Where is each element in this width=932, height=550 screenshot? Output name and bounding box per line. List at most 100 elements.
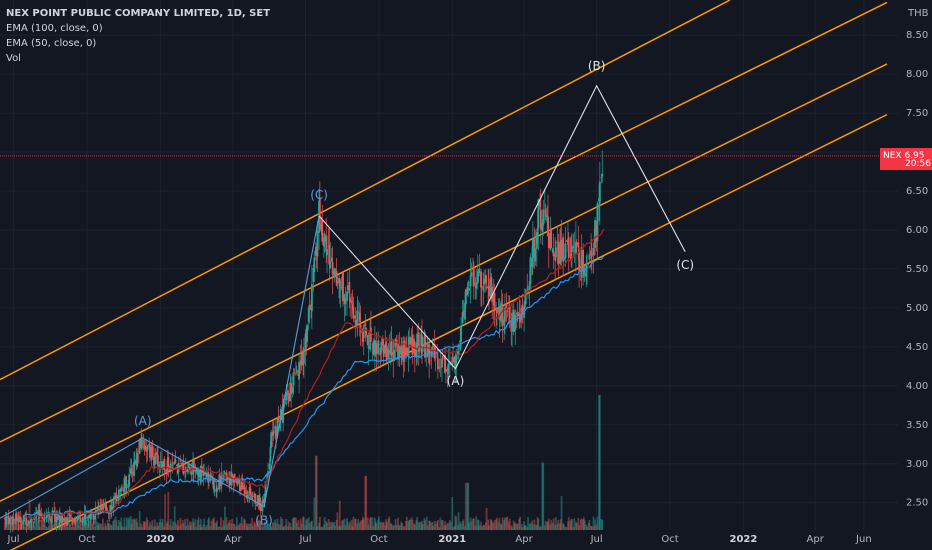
- badge-price: 6.95: [904, 150, 925, 161]
- candle-body: [449, 364, 452, 366]
- volume-bar: [91, 524, 94, 530]
- volume-bar: [385, 519, 387, 530]
- volume-bar: [125, 526, 127, 530]
- candle-body: [523, 306, 525, 318]
- volume-bar: [520, 524, 523, 530]
- volume-bar: [194, 519, 197, 530]
- volume-bar: [364, 476, 367, 530]
- symbol-title[interactable]: NEX POINT PUBLIC COMPANY LIMITED, 1D, SE…: [6, 8, 271, 19]
- volume-bar: [3, 522, 6, 530]
- volume-bar: [452, 527, 454, 530]
- candle-body: [310, 283, 313, 312]
- volume-bar: [314, 455, 317, 530]
- volume-bar: [256, 520, 259, 530]
- volume-bar: [37, 522, 40, 530]
- candle-body: [588, 254, 591, 260]
- volume-bar: [74, 526, 76, 530]
- volume-bar: [255, 517, 258, 530]
- candle-body: [128, 474, 131, 486]
- volume-bar: [200, 518, 202, 530]
- candle-body: [133, 460, 136, 464]
- volume-bar: [426, 525, 429, 530]
- time-axis[interactable]: Jul Oct 2020 Apr Jul Oct 2021 Apr Jul Oct 2022 Apr J…: [7, 534, 872, 545]
- candle-body: [346, 291, 348, 301]
- candle-body: [370, 327, 372, 342]
- volume-bar: [444, 525, 447, 530]
- volume-bar: [299, 518, 302, 530]
- volume-bar: [63, 524, 66, 530]
- price-tick-label: 5.50: [906, 264, 928, 275]
- candle-body: [300, 351, 303, 366]
- candle-body: [136, 452, 139, 467]
- candle-body: [524, 290, 527, 305]
- candle-body: [583, 273, 586, 276]
- volume-bar: [130, 524, 133, 530]
- candle-body: [298, 362, 301, 379]
- candle-body: [601, 173, 604, 177]
- volume-bar: [171, 526, 174, 530]
- candle-body: [567, 237, 570, 259]
- volume-bar: [527, 517, 529, 530]
- candle-body: [195, 467, 198, 473]
- volume-bar: [537, 518, 540, 530]
- volume-bar: [277, 524, 280, 530]
- volume-bar: [241, 523, 244, 530]
- volume-bar: [369, 518, 372, 530]
- volume-bar: [543, 525, 546, 530]
- ema50-legend[interactable]: EMA (50, close, 0): [6, 38, 97, 49]
- candle-body: [421, 349, 424, 352]
- volume-bar: [308, 523, 311, 530]
- volume-bar: [251, 517, 253, 530]
- volume-bar: [164, 494, 167, 530]
- volume-bar: [567, 517, 570, 530]
- volume-bar: [428, 520, 431, 530]
- volume-bar: [417, 522, 420, 530]
- candle-body: [582, 249, 584, 272]
- candle-body: [283, 401, 285, 408]
- volume-bar: [192, 518, 194, 530]
- volume-bar: [310, 521, 312, 530]
- volume-bar: [588, 520, 591, 530]
- ema100-legend[interactable]: EMA (100, close, 0): [6, 23, 103, 34]
- candle-body: [282, 406, 285, 423]
- candle-body: [433, 344, 436, 359]
- volume-bar: [392, 525, 395, 530]
- candle-body: [426, 342, 429, 356]
- volume-bar: [69, 524, 72, 530]
- volume-bar: [457, 512, 460, 530]
- candle-body: [267, 471, 269, 478]
- volume-legend[interactable]: Vol: [6, 53, 21, 64]
- volume-bar: [176, 519, 179, 530]
- candle-body: [143, 442, 146, 449]
- candle-body: [307, 307, 310, 322]
- candle-body: [231, 473, 234, 481]
- volume-bar: [98, 523, 100, 530]
- volume-bar: [351, 526, 354, 530]
- candle-body: [557, 242, 560, 265]
- candle-body: [87, 514, 90, 519]
- volume-bar: [307, 517, 310, 530]
- volume-bar: [202, 524, 205, 530]
- volume-bar: [598, 395, 601, 530]
- volume-bar: [443, 525, 446, 530]
- candle-body: [24, 513, 27, 518]
- volume-bar: [346, 518, 348, 530]
- volume-bar: [78, 525, 81, 530]
- candle-body: [539, 210, 542, 230]
- candle-body: [106, 510, 109, 512]
- candle-body: [334, 268, 336, 276]
- time-tick-label: 2022: [729, 534, 757, 545]
- price-axis[interactable]: THB 2.50 3.00 3.50 4.00 4.50 5.00 5.50 6.00 6.50…: [906, 8, 929, 509]
- candle-body: [475, 282, 478, 289]
- volume-bar: [536, 517, 539, 530]
- volume-bar: [423, 518, 426, 530]
- volume-bar: [433, 520, 436, 530]
- time-tick-label: 2021: [438, 534, 466, 545]
- volume-bar: [10, 523, 13, 530]
- candle-body: [22, 520, 25, 525]
- volume-bar: [125, 517, 128, 530]
- volume-bar: [136, 522, 139, 530]
- candle-body: [192, 459, 195, 472]
- volume-bar: [133, 518, 135, 530]
